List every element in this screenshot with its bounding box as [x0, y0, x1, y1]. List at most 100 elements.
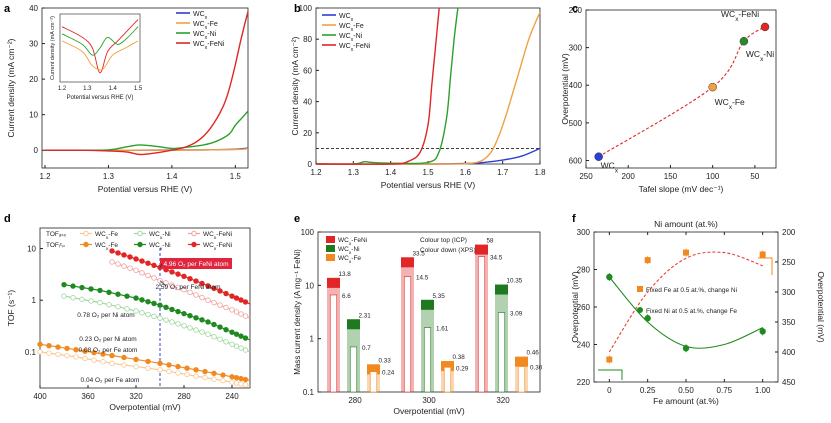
bar-label-xps-e: 34.5 [490, 255, 503, 262]
data-point-d [64, 345, 70, 352]
x-tick-label-e: 280 [348, 396, 362, 405]
x-tick-label-a: 1.3 [103, 172, 115, 181]
y-right-tick-label-f: 400 [782, 348, 796, 357]
panel-label-e: e [294, 213, 300, 225]
data-point-d [175, 363, 181, 370]
bar-icp-top-e [367, 364, 380, 375]
data-point-d [233, 309, 240, 315]
bar-label-xps-e: 6.6 [342, 293, 351, 300]
data-point-d [181, 310, 187, 317]
data-point-d [106, 289, 112, 296]
data-point-d [211, 334, 217, 340]
data-point-d [133, 308, 139, 314]
chart-panel-c: 250 200 150 100 50 200 300 400 500 600 Tafel slope… [560, 6, 777, 194]
data-point-d [175, 284, 181, 291]
legend-label-d: WCx-Fe [95, 231, 118, 241]
chart-panel-e: 0.1 1 10 100 Overpotential (mV) Mass current … [293, 228, 543, 416]
data-point-d [115, 250, 121, 256]
point-label-c: WCx-FeNi [721, 9, 759, 23]
y-tick-label-f: 300 [577, 228, 591, 237]
bar-xps-e [349, 346, 358, 393]
data-point-d [229, 307, 235, 313]
annotation-arrow-d [159, 280, 167, 287]
legend-marker-f [637, 286, 643, 292]
x-tick-label-f: 0.75 [717, 386, 733, 395]
point-label-c: WCx-Fe [715, 97, 745, 111]
y-tick-label-b: 20 [303, 129, 312, 138]
bar-label-xps-e: 0.7 [362, 345, 371, 352]
x-tick-label-f: 1.00 [755, 386, 771, 395]
x-tick-label-d: 360 [81, 392, 95, 401]
data-point-d [242, 313, 249, 319]
y-tick-label-f: 220 [577, 378, 591, 387]
data-point-d [238, 333, 244, 339]
y-axis-label-d: TOF (s⁻¹) [6, 290, 16, 327]
legend-tag-d: TOFᵢᶜₚ [46, 242, 65, 249]
data-point-d [157, 315, 163, 321]
data-point-d [109, 352, 115, 359]
data-point-d [133, 356, 139, 363]
data-point-d [211, 370, 217, 376]
data-point-d [139, 258, 145, 264]
legend-note-e: Colour top (ICP) [420, 237, 467, 244]
legend-swatch-e [326, 254, 335, 261]
data-point-d [145, 365, 151, 371]
y-axis-label-a: Current density (mA cm⁻²) [6, 38, 16, 137]
data-point-f [759, 328, 766, 335]
data-point-d [163, 280, 169, 286]
legend-marker-d [191, 241, 197, 248]
point-label-c: WCx-Ni [746, 49, 774, 63]
series-line-d-4 [39, 343, 251, 382]
data-point-d [145, 298, 151, 305]
bar-icp-top-e [401, 257, 414, 268]
data-point-d [211, 285, 217, 292]
data-point-d [217, 302, 223, 308]
bar-label-icp-e: 0.46 [527, 350, 540, 357]
data-point-d [109, 259, 115, 265]
legend-label-d: WCx-Fe [95, 242, 118, 252]
chart-panel-a: 1.2 1.3 1.4 1.5 0 10 20 30 40 Potential versus RH… [6, 4, 249, 194]
x-tick-label-f: 0.50 [678, 386, 694, 395]
data-point-d [145, 272, 151, 279]
bar-xps-e [329, 294, 338, 393]
data-point-d [187, 276, 193, 282]
data-point-d [217, 324, 223, 330]
data-point-d [70, 283, 76, 289]
x-tick-label-d: 240 [225, 392, 239, 401]
data-point-d [217, 288, 223, 294]
legend-label-e: WCx-Ni [338, 246, 360, 256]
x-tick-label-c: 150 [664, 172, 678, 181]
data-point-d [223, 326, 229, 333]
data-point-f [759, 251, 766, 258]
data-point-d [37, 349, 43, 355]
bar-label-icp-e: 58 [487, 238, 495, 245]
bar-xps-e [497, 312, 506, 393]
y-tick-label-b: 100 [299, 4, 313, 13]
bar-icp-top-e [515, 356, 528, 367]
data-point-d [229, 341, 235, 348]
bar-label-xps-e: 3.09 [510, 311, 523, 318]
y-tick-label-f: 280 [577, 266, 591, 275]
bar-label-icp-e: 13.8 [339, 271, 352, 278]
inset-x-tick-label-a: 1.5 [134, 86, 143, 92]
x-tick-label-f: 0.25 [640, 386, 656, 395]
bar-label-icp-e: 5.35 [433, 293, 446, 300]
y-tick-label-c: 200 [569, 6, 583, 15]
panel-label-c: c [572, 3, 578, 15]
data-point-d [223, 304, 229, 311]
bar-icp-top-e [327, 277, 340, 288]
y-tick-label-a: 0 [34, 146, 39, 155]
data-point-d [97, 299, 103, 306]
legend-marker-d [83, 241, 89, 248]
bar-label-xps-e: 0.30 [530, 365, 543, 372]
bar-label-icp-e: 0.33 [379, 357, 392, 364]
data-point-d [100, 351, 106, 357]
data-point-d [193, 367, 199, 373]
data-point-d [205, 297, 211, 303]
inset-x-axis-label-a: Potential versus RHE (V) [67, 95, 134, 101]
legend-label-a: WCx-Fe [193, 21, 218, 31]
legend-label-d: WCx-FeNi [203, 242, 232, 252]
data-point-c [739, 36, 749, 46]
inset-curve-a-feni [61, 19, 139, 74]
y-tick-label-a: 40 [29, 4, 38, 13]
